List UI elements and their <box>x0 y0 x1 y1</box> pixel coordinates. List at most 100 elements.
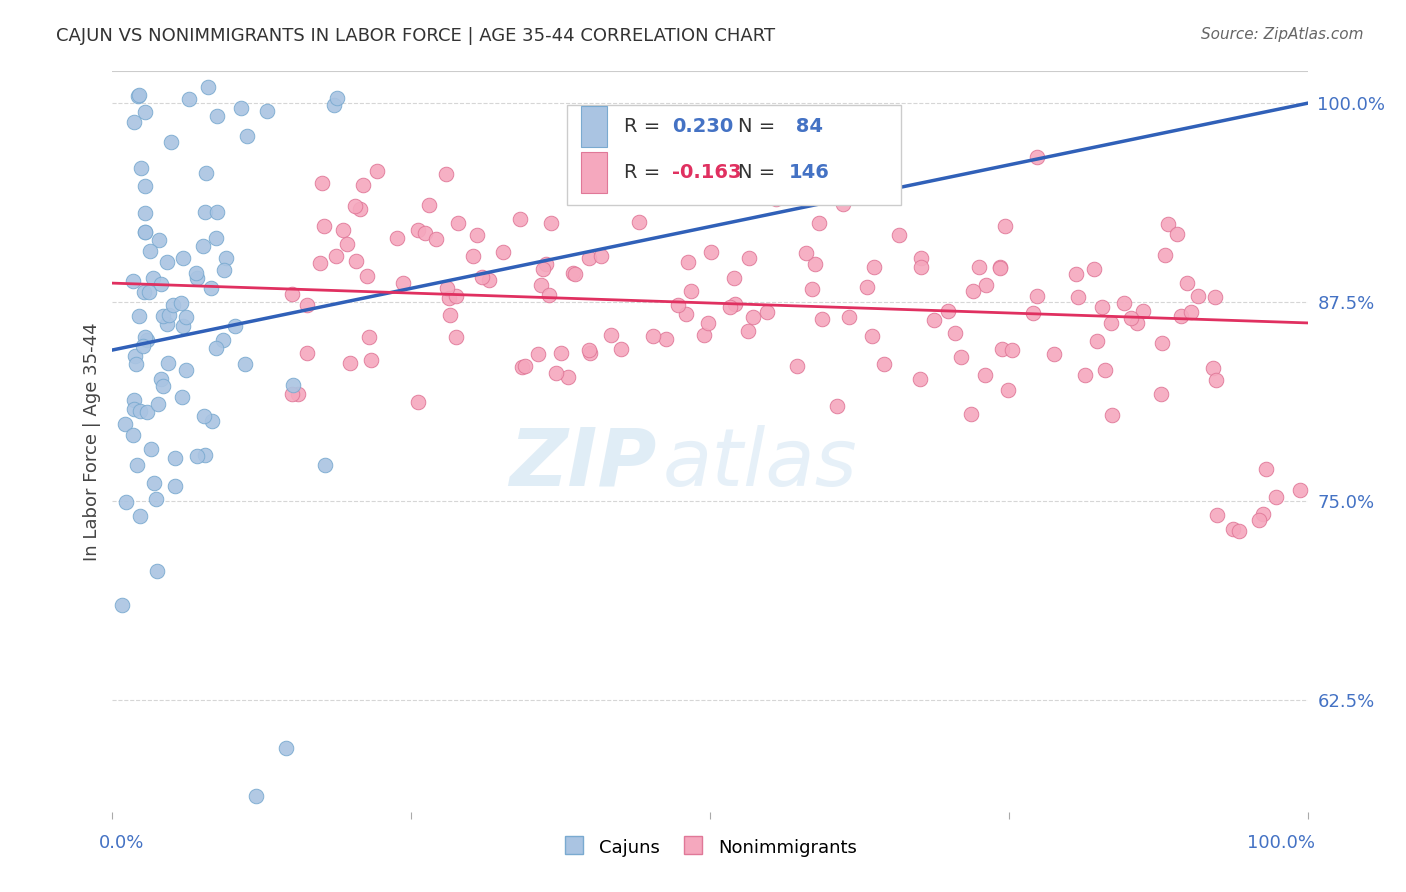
Point <box>910 251 932 265</box>
Point <box>997 383 1019 397</box>
Point <box>1170 309 1192 323</box>
Point <box>114 417 136 431</box>
Point <box>723 271 745 285</box>
Point <box>1202 361 1225 376</box>
Point <box>205 341 228 355</box>
Point <box>325 249 347 263</box>
Point <box>591 249 613 263</box>
Point <box>134 330 156 344</box>
Point <box>129 161 152 175</box>
FancyBboxPatch shape <box>581 152 607 193</box>
Point <box>281 287 304 301</box>
Point <box>1222 522 1244 536</box>
Point <box>811 312 834 326</box>
Point <box>415 226 437 240</box>
Point <box>233 357 256 371</box>
Point <box>973 368 995 382</box>
Point <box>974 277 997 292</box>
Point <box>191 239 214 253</box>
Point <box>444 289 467 303</box>
Point <box>666 298 689 312</box>
Point <box>205 205 228 219</box>
Point <box>1064 267 1087 281</box>
Point <box>1289 483 1312 498</box>
Point <box>136 334 159 348</box>
Point <box>1180 305 1202 319</box>
Point <box>1265 490 1288 504</box>
Point <box>134 104 156 119</box>
Point <box>134 206 156 220</box>
Text: R =: R = <box>624 162 666 182</box>
Point <box>510 359 533 374</box>
Point <box>444 330 467 344</box>
Point <box>578 343 600 357</box>
Point <box>174 363 197 377</box>
Point <box>274 741 297 756</box>
Point <box>1085 334 1108 349</box>
Point <box>465 228 488 243</box>
Point <box>676 254 699 268</box>
Point <box>967 260 990 275</box>
Point <box>936 304 959 318</box>
Point <box>418 198 440 212</box>
Point <box>807 216 830 230</box>
Point <box>256 104 278 119</box>
Text: Source: ZipAtlas.com: Source: ZipAtlas.com <box>1201 27 1364 42</box>
Point <box>1157 217 1180 231</box>
Point <box>224 318 246 333</box>
Point <box>165 478 187 492</box>
Point <box>160 135 183 149</box>
Point <box>1000 343 1022 358</box>
Text: 146: 146 <box>789 162 830 182</box>
Point <box>1166 227 1188 241</box>
Point <box>557 370 579 384</box>
Point <box>297 346 319 360</box>
Point <box>447 216 470 230</box>
Point <box>311 176 333 190</box>
Point <box>540 216 562 230</box>
Point <box>194 166 217 180</box>
Point <box>236 128 259 143</box>
Point <box>145 492 167 507</box>
Point <box>150 277 173 291</box>
Point <box>128 88 150 103</box>
Point <box>1091 300 1114 314</box>
Text: R =: R = <box>624 117 666 136</box>
Point <box>150 372 173 386</box>
Point <box>534 257 557 271</box>
Point <box>578 251 600 265</box>
Point <box>908 372 931 386</box>
Point <box>152 378 174 392</box>
Point <box>134 178 156 193</box>
Point <box>122 115 145 129</box>
Point <box>156 254 179 268</box>
Point <box>1150 335 1173 350</box>
Point <box>1247 513 1270 527</box>
Point <box>343 199 366 213</box>
Point <box>889 227 911 242</box>
Point <box>804 257 827 271</box>
Point <box>287 386 309 401</box>
Point <box>186 449 208 463</box>
Point <box>1042 346 1064 360</box>
Point <box>146 397 169 411</box>
Point <box>471 270 494 285</box>
Point <box>949 350 972 364</box>
Point <box>115 495 138 509</box>
Point <box>655 332 678 346</box>
Point <box>910 260 932 274</box>
Point <box>1126 316 1149 330</box>
Point <box>197 80 219 95</box>
Point <box>125 357 148 371</box>
Point <box>156 356 179 370</box>
Point <box>174 310 197 325</box>
Point <box>142 476 165 491</box>
Point <box>1150 386 1173 401</box>
Point <box>170 296 193 310</box>
Point <box>1025 149 1047 163</box>
Point <box>801 282 824 296</box>
Point <box>564 267 586 281</box>
Point <box>205 109 228 123</box>
Point <box>988 260 1011 275</box>
Point <box>134 225 156 239</box>
